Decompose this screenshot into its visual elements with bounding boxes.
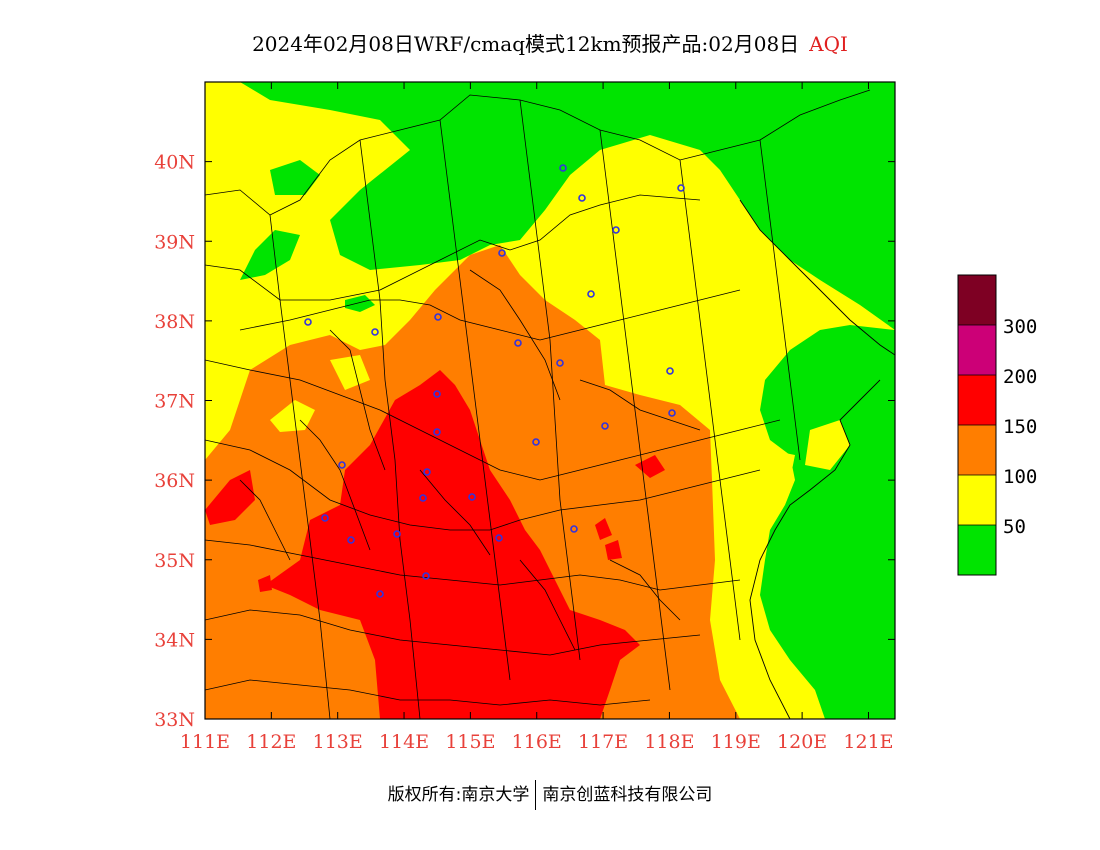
city-marker xyxy=(422,572,430,580)
title-main: 2024年02月08日WRF/cmaq模式12km预报产品:02月08日 xyxy=(252,32,800,56)
legend-swatch-usg xyxy=(958,425,996,475)
city-marker xyxy=(612,226,620,234)
aqi-zone-good-west xyxy=(240,230,300,280)
lon-label: 120E xyxy=(777,731,827,753)
aqi-zone-good-blob xyxy=(270,160,320,195)
city-marker xyxy=(321,514,329,522)
legend-label-300: 300 xyxy=(1003,316,1037,338)
city-markers xyxy=(304,164,685,598)
legend-swatch-moderate xyxy=(958,475,996,525)
city-marker xyxy=(587,290,595,298)
city-marker xyxy=(556,359,564,367)
copyright-owner: 版权所有:南京大学 xyxy=(387,785,530,805)
city-marker xyxy=(601,422,609,430)
longitude-labels: 111E 112E 113E 114E 115E 116E 117E 118E 119E 120E… xyxy=(180,731,894,753)
city-marker xyxy=(559,164,567,172)
aqi-zone-moderate-coast xyxy=(805,420,850,470)
map-title: 2024年02月08日WRF/cmaq模式12km预报产品:02月08日 AQI xyxy=(0,28,1100,57)
lon-label: 118E xyxy=(644,731,694,753)
legend-label-100: 100 xyxy=(1003,466,1037,488)
legend-swatch-hazardous xyxy=(958,275,996,325)
lat-label: 35N xyxy=(154,550,195,572)
coastline xyxy=(739,199,895,719)
aqi-zone-good-north xyxy=(240,82,895,330)
lon-label: 113E xyxy=(313,731,363,753)
lon-label: 112E xyxy=(246,731,296,753)
city-marker xyxy=(570,525,578,533)
city-marker xyxy=(393,530,401,538)
lat-label: 38N xyxy=(154,311,195,333)
city-marker xyxy=(338,461,346,469)
city-marker xyxy=(468,493,476,501)
title-aqi-tag: AQI xyxy=(809,32,848,56)
lat-label: 36N xyxy=(154,470,195,492)
city-marker xyxy=(677,184,685,192)
aqi-zone-unhealthy-blob xyxy=(595,518,612,540)
legend-label-150: 150 xyxy=(1003,416,1037,438)
lat-label: 40N xyxy=(154,152,195,174)
city-marker xyxy=(578,194,586,202)
city-marker xyxy=(423,468,431,476)
lat-label: 33N xyxy=(154,709,195,731)
legend-swatch-very-unhealthy xyxy=(958,325,996,375)
city-marker xyxy=(514,339,522,347)
aqi-zone-moderate-pocket xyxy=(330,355,370,390)
legend-swatch-unhealthy xyxy=(958,375,996,425)
copyright-separator xyxy=(535,780,537,810)
lat-label: 34N xyxy=(154,629,195,651)
city-marker xyxy=(434,313,442,321)
city-marker xyxy=(666,367,674,375)
aqi-legend: 50 100 150 200 300 xyxy=(957,274,1037,576)
city-marker xyxy=(495,534,503,542)
city-marker xyxy=(433,390,441,398)
city-marker xyxy=(376,590,384,598)
legend-swatch-good xyxy=(958,525,996,575)
aqi-zone-unhealthy-blob xyxy=(605,540,622,560)
city-marker xyxy=(668,409,676,417)
aqi-zone-good-east xyxy=(760,325,895,719)
aqi-zone-moderate-coast xyxy=(770,450,795,480)
city-marker xyxy=(433,428,441,436)
lat-label: 39N xyxy=(154,231,195,253)
lon-label: 115E xyxy=(445,731,495,753)
city-marker xyxy=(304,318,312,326)
city-marker xyxy=(347,536,355,544)
lon-label: 121E xyxy=(843,731,893,753)
city-marker xyxy=(532,438,540,446)
legend-label-50: 50 xyxy=(1003,516,1026,538)
legend-label-200: 200 xyxy=(1003,366,1037,388)
aqi-zone-unhealthy-blob xyxy=(635,455,665,478)
lon-label: 116E xyxy=(512,731,562,753)
lon-label: 114E xyxy=(379,731,429,753)
lon-label: 119E xyxy=(711,731,761,753)
aqi-zone-unhealthy xyxy=(265,370,640,719)
lon-label: 117E xyxy=(578,731,628,753)
admin-boundaries xyxy=(205,89,871,719)
aqi-zone-good-blob xyxy=(345,295,375,312)
copyright-footer: 版权所有:南京大学 南京创蓝科技有限公司 xyxy=(0,780,1100,810)
latitude-labels: 33N 34N 35N 36N 37N 38N 39N 40N xyxy=(154,152,195,731)
aqi-zone-unhealthy-blob xyxy=(258,575,272,592)
lat-label: 37N xyxy=(154,391,195,413)
copyright-company: 南京创蓝科技有限公司 xyxy=(542,785,713,805)
city-marker xyxy=(498,249,506,257)
city-marker xyxy=(371,328,379,336)
aqi-zone-unhealthy-blob xyxy=(205,470,255,525)
axis-ticks xyxy=(204,82,895,720)
city-marker xyxy=(419,494,427,502)
lon-label: 111E xyxy=(180,731,230,753)
aqi-field xyxy=(205,82,895,719)
